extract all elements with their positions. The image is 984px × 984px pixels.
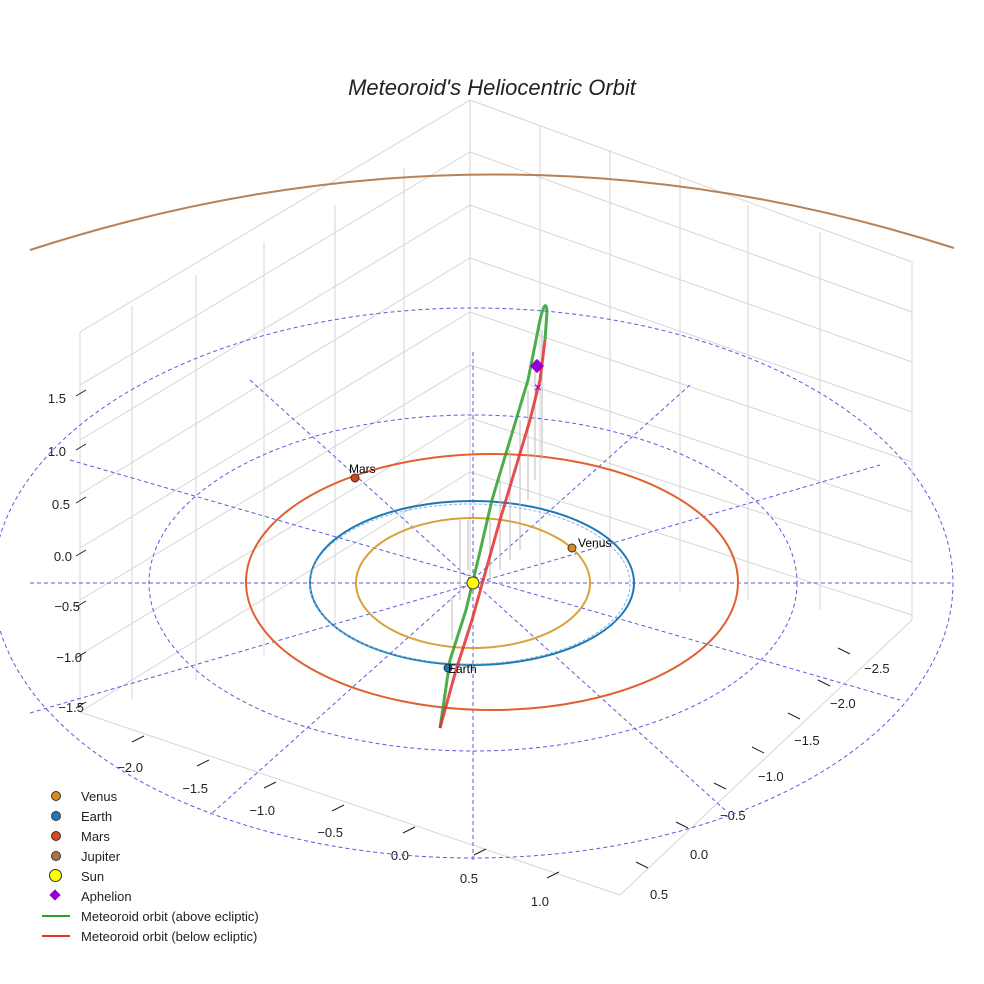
meteoroid-drop-lines [451, 330, 543, 640]
green-line-icon [42, 915, 70, 917]
earth-orbit-shadow [309, 503, 631, 665]
z-tick-label: 0.0 [54, 549, 72, 564]
x-tick-label: −0.5 [317, 825, 343, 840]
legend-item-aphelion[interactable]: Aphelion [40, 886, 259, 906]
y-tick-label: −2.0 [830, 696, 856, 711]
z-tick-label: 0.5 [52, 497, 70, 512]
x-axis: −2.0 −1.5 −1.0 −0.5 0.0 0.5 1.0 [117, 735, 560, 909]
z-tick-label: 1.0 [48, 444, 66, 459]
legend-label: Venus [81, 788, 118, 804]
mars-label: Mars [349, 462, 376, 476]
legend-label: Sun [81, 868, 105, 884]
aphelion-projection-icon: × [534, 379, 542, 395]
earth-label: Earth [448, 662, 477, 676]
venus-marker [567, 543, 577, 553]
legend-label: Mars [81, 828, 110, 844]
y-tick-label: −2.5 [864, 661, 890, 676]
legend-label: Jupiter [81, 848, 121, 864]
legend-item-orbit-below[interactable]: Meteoroid orbit (below ecliptic) [40, 926, 259, 946]
meteoroid-orbit-above [438, 304, 549, 729]
earth-dot-icon [51, 811, 61, 821]
y-axis: −2.5 −2.0 −1.5 −1.0 −0.5 0.0 0.5 [635, 647, 890, 902]
y-tick-label: −1.5 [794, 733, 820, 748]
aphelion-marker [529, 358, 545, 374]
y-tick-label: −0.5 [720, 808, 746, 823]
mars-dot-icon [51, 831, 61, 841]
z-axis: 1.5 1.0 0.5 0.0 −0.5 −1.0 −1.5 [48, 389, 87, 715]
legend-item-venus[interactable]: Venus [40, 786, 259, 806]
sun-marker [466, 576, 480, 590]
legend-label: Earth [81, 808, 113, 824]
legend: Venus Earth Mars Jupiter Sun Aphelion Me… [40, 786, 259, 946]
earth-marker [443, 663, 453, 673]
mars-marker [350, 473, 360, 483]
jupiter-dot-icon [51, 851, 61, 861]
legend-item-mars[interactable]: Mars [40, 826, 259, 846]
z-tick-label: −1.5 [58, 700, 84, 715]
venus-label: Venus [578, 536, 611, 550]
legend-item-jupiter[interactable]: Jupiter [40, 846, 259, 866]
venus-dot-icon [51, 791, 61, 801]
y-tick-label: −1.0 [758, 769, 784, 784]
red-line-icon [42, 935, 70, 937]
y-tick-label: 0.0 [690, 847, 708, 862]
legend-label: Meteoroid orbit (above ecliptic) [81, 908, 259, 924]
jupiter-orbit [29, 173, 955, 251]
legend-item-earth[interactable]: Earth [40, 806, 259, 826]
sun-icon [49, 869, 62, 882]
ecliptic-reference-grid [0, 307, 954, 862]
x-tick-label: −1.5 [182, 781, 208, 796]
legend-item-sun[interactable]: Sun [40, 866, 259, 886]
earth-orbit [309, 500, 635, 666]
x-tick-label: 0.0 [391, 848, 409, 863]
legend-label: Meteoroid orbit (below ecliptic) [81, 928, 258, 944]
y-tick-label: 0.5 [650, 887, 668, 902]
x-tick-label: 1.0 [531, 894, 549, 909]
x-tick-label: −2.0 [117, 760, 143, 775]
legend-label: Aphelion [81, 888, 132, 904]
legend-item-orbit-above[interactable]: Meteoroid orbit (above ecliptic) [40, 906, 259, 926]
x-tick-label: −1.0 [249, 803, 275, 818]
mars-orbit [245, 453, 739, 711]
meteoroid-orbit-below [438, 339, 547, 729]
z-tick-label: −0.5 [54, 599, 80, 614]
z-tick-label: 1.5 [48, 391, 66, 406]
grid-panes [79, 99, 913, 896]
z-tick-label: −1.0 [56, 650, 82, 665]
diamond-icon [49, 889, 61, 901]
venus-orbit [355, 517, 591, 649]
chart-title: Meteoroid's Heliocentric Orbit [348, 75, 637, 100]
x-tick-label: 0.5 [460, 871, 478, 886]
